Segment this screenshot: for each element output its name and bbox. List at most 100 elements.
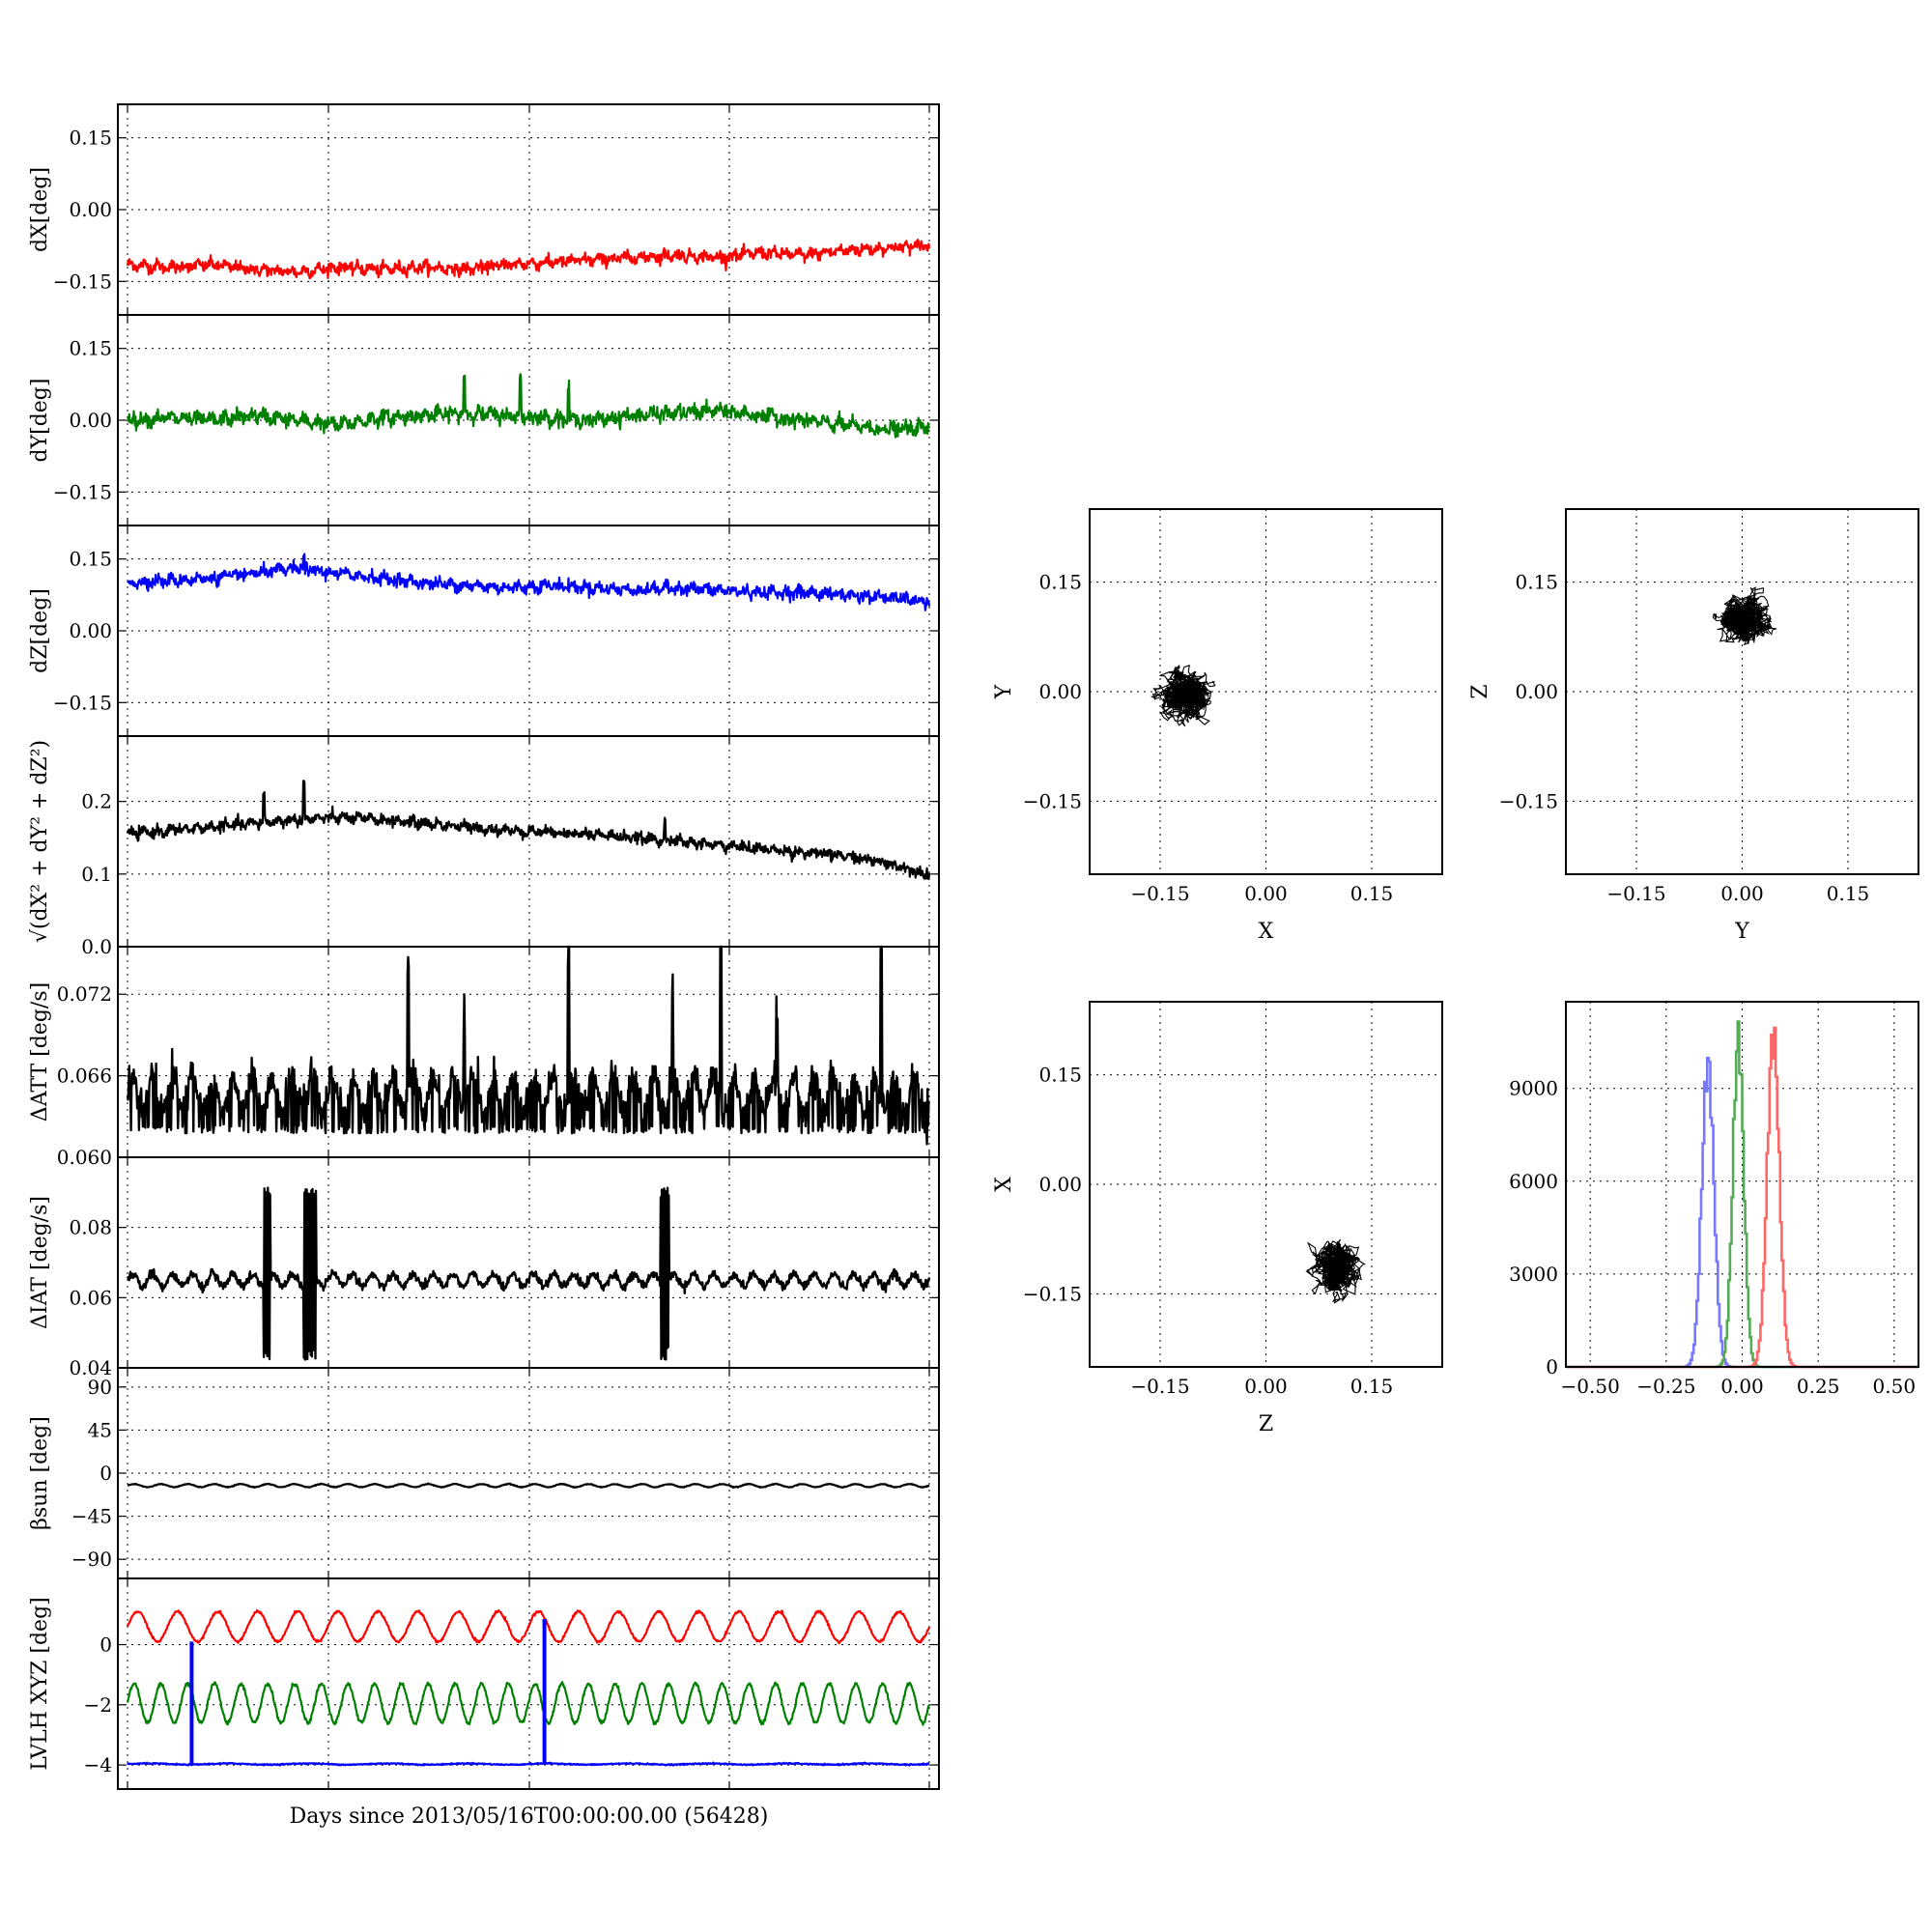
panel-datt: 0.072 0.066 0.060 ΔATT [deg/s]	[28, 945, 940, 1169]
panel-frame	[1089, 508, 1443, 875]
xtick-label-2: 0.00	[1720, 1375, 1764, 1398]
ytick-label-1: 0.00	[1038, 680, 1082, 703]
panel-yz: −0.15 −0.15 0.00 0.00 0.15 0.15 Y Z	[1468, 508, 1919, 944]
ylabel: ΔATT [deg/s]	[28, 982, 52, 1122]
ytick-label-0: 0.15	[69, 548, 112, 571]
ytick-label-2: −0.15	[53, 270, 112, 293]
ytick-label-3: −45	[71, 1505, 112, 1528]
scatter-trace	[1151, 664, 1216, 727]
ytick-label-1: 0.00	[1038, 1173, 1082, 1196]
ytick-label-2: 0.15	[1515, 571, 1558, 594]
series-line-0	[126, 239, 931, 280]
xtick-label-0: −0.50	[1561, 1375, 1620, 1398]
ytick-label-0: 0.072	[57, 982, 112, 1006]
panel-lvlh: 0 −2 −4 LVLH XYZ [deg]	[28, 1577, 940, 1790]
xtick-label-1: −0.25	[1636, 1375, 1695, 1398]
series-line-0	[127, 553, 931, 611]
ytick-label-0: 0.15	[69, 337, 112, 360]
panel-beta: 90 45 0 −45 −90 βsun [deg]	[28, 1367, 940, 1579]
panel-frame	[1565, 1001, 1919, 1368]
xtick-label-0: −0.15	[1606, 882, 1665, 905]
xtick-label-1: 0.00	[1244, 882, 1288, 905]
xlabel: Y	[1734, 920, 1749, 944]
ytick-label-4: −90	[71, 1548, 112, 1571]
ylabel: Z	[1468, 684, 1492, 698]
series-line-0	[127, 1482, 930, 1489]
ylabel: dZ[deg]	[28, 588, 52, 673]
ytick-label-2: 0.060	[57, 1146, 112, 1169]
series-line-0	[126, 1608, 931, 1645]
ylabel: √(dX² + dY² + dZ²)	[28, 740, 52, 943]
ytick-label-2: 3000	[1509, 1263, 1558, 1286]
xtick-label-4: 0.50	[1873, 1375, 1917, 1398]
ytick-label-2: 0	[99, 1462, 112, 1485]
ytick-label-1: 0.06	[69, 1286, 112, 1309]
panel-diat: 0.08 0.06 0.04 ΔIAT [deg/s]	[28, 1156, 940, 1379]
xtick-label-1: 0.00	[1720, 882, 1764, 905]
xtick-label-0: −0.15	[1130, 1375, 1189, 1398]
series-line-0	[126, 945, 931, 1146]
ytick-label-2: 0.15	[1038, 1064, 1082, 1087]
ytick-label-1: 45	[88, 1418, 112, 1441]
ytick-label-2: 0.15	[1038, 571, 1082, 594]
ytick-label-2: −0.15	[53, 691, 112, 714]
ytick-label-1: 0.00	[69, 198, 112, 221]
ytick-label-1: −2	[84, 1693, 112, 1717]
ylabel: Y	[992, 684, 1016, 699]
scatter-trace	[1305, 1238, 1366, 1304]
ytick-label-2: 0.04	[69, 1356, 112, 1379]
ylabel: ΔIAT [deg/s]	[28, 1196, 52, 1329]
shared-x-axis-label: Days since 2013/05/16T00:00:00.00 (56428…	[289, 1804, 769, 1829]
panel-frame	[117, 1577, 940, 1790]
panel-hist: −0.50 −0.25 0.00 0.25 0.50 9000 6000 3000 0	[1509, 1001, 1919, 1398]
xtick-label-3: 0.25	[1797, 1375, 1840, 1398]
ytick-label-2: −4	[84, 1753, 112, 1776]
xtick-label-0: −0.15	[1130, 882, 1189, 905]
ytick-label-1: 0.00	[69, 619, 112, 642]
ytick-label-0: 90	[88, 1376, 112, 1399]
ytick-label-0: 9000	[1509, 1077, 1558, 1100]
xlabel: X	[1259, 920, 1274, 944]
series-line-2	[127, 1761, 930, 1767]
panel-frame	[117, 735, 940, 948]
ylabel: LVLH XYZ [deg]	[28, 1597, 52, 1771]
panel-zx: −0.15 −0.15 0.00 0.00 0.15 0.15 Z X	[992, 1001, 1443, 1436]
xlabel: Z	[1259, 1412, 1273, 1436]
ytick-label-2: −0.15	[53, 480, 112, 503]
ytick-label-0: 0.15	[69, 127, 112, 150]
panel-frame	[117, 1156, 940, 1369]
scatter-trace	[1712, 586, 1777, 646]
ytick-label-0: 0.08	[69, 1216, 112, 1239]
ytick-label-1: 0.1	[81, 863, 112, 886]
panel-frame	[1089, 1001, 1443, 1368]
xtick-label-2: 0.15	[1350, 1375, 1394, 1398]
xtick-label-2: 0.15	[1350, 882, 1394, 905]
panel-mag: 0.2 0.1 0.0 √(dX² + dY² + dZ²)	[28, 735, 940, 958]
ytick-label-3: 0	[1546, 1355, 1558, 1378]
ytick-label-1: 0.00	[1515, 680, 1558, 703]
series-line-0	[126, 373, 931, 439]
series-line-1	[126, 1681, 930, 1726]
ytick-label-0: 0	[99, 1634, 112, 1657]
ylabel: βsun [deg]	[28, 1416, 52, 1530]
series-line-0	[126, 1186, 931, 1361]
ytick-label-1: 6000	[1509, 1170, 1558, 1193]
ytick-label-1: 0.066	[57, 1065, 112, 1088]
ytick-label-2: 0.0	[81, 935, 112, 958]
ylabel: dX[deg]	[28, 167, 52, 252]
ytick-label-0: −0.15	[1023, 1282, 1082, 1305]
ytick-label-1: 0.00	[69, 409, 112, 432]
ylabel: dY[deg]	[28, 379, 52, 463]
xtick-label-1: 0.00	[1244, 1375, 1288, 1398]
ytick-label-0: −0.15	[1499, 789, 1558, 812]
ytick-label-0: 0.2	[81, 790, 112, 813]
ytick-label-0: −0.15	[1023, 789, 1082, 812]
hist-series-1	[1566, 1020, 1918, 1369]
ylabel: X	[992, 1177, 1016, 1192]
panel-xy: −0.15 −0.15 0.00 0.00 0.15 0.15 X Y	[992, 508, 1443, 944]
panel-frame	[1565, 508, 1919, 875]
